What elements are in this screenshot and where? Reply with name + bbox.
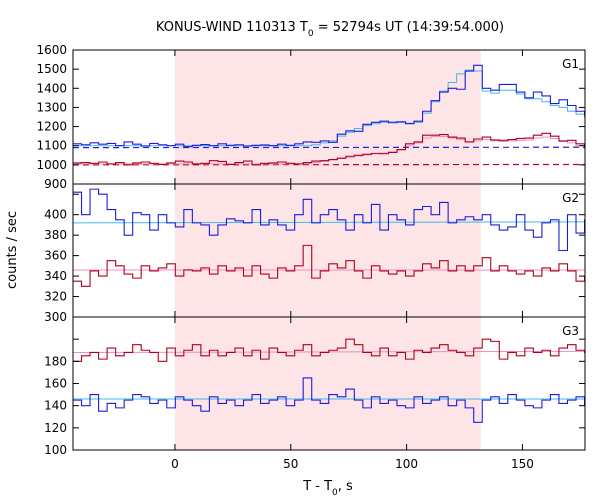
histogram-red bbox=[73, 338, 585, 362]
panel-data bbox=[73, 188, 585, 287]
histogram-blue bbox=[73, 377, 585, 423]
y-tick-label: 1000 bbox=[36, 158, 67, 172]
model-fit-fit_red bbox=[73, 136, 585, 165]
y-tick-label: 360 bbox=[44, 249, 67, 263]
y-tick-label: 140 bbox=[44, 399, 67, 413]
chart-title: KONUS-WIND 110313 T0 = 52794s UT (14:39:… bbox=[156, 20, 504, 39]
y-tick-label: 1500 bbox=[36, 62, 67, 76]
panel-label-g2: G2 bbox=[562, 191, 579, 205]
x-tick-label: 150 bbox=[511, 457, 534, 471]
panel-g1: 900 1000 1100 1200 1300 1400 1500 1600 G1 bbox=[36, 43, 586, 191]
panel-g3: 100 120 140 160 180 G3 bbox=[44, 316, 586, 457]
x-tick-label: 50 bbox=[283, 457, 298, 471]
panel-label-g1: G1 bbox=[562, 57, 579, 71]
y-tick-label: 900 bbox=[44, 177, 67, 191]
histogram-blue bbox=[73, 188, 585, 252]
burst-interval-shade bbox=[174, 184, 481, 317]
y-tick-label: 380 bbox=[44, 228, 67, 242]
panel-data bbox=[73, 64, 585, 166]
panel-data bbox=[73, 338, 585, 423]
y-tick-label: 340 bbox=[44, 269, 67, 283]
y-axis-label: counts / sec bbox=[5, 211, 20, 289]
histogram-red bbox=[73, 132, 585, 166]
y-tick-label: 120 bbox=[44, 421, 67, 435]
burst-interval-shade bbox=[174, 317, 481, 450]
y-tick-label: 100 bbox=[44, 443, 67, 457]
y-tick-label: 1300 bbox=[36, 100, 67, 114]
panel-g2: 300 320 340 360 380 400 G2 bbox=[44, 183, 586, 324]
y-tick-label: 180 bbox=[44, 354, 67, 368]
y-tick-label: 1100 bbox=[36, 139, 67, 153]
y-tick-label: 320 bbox=[44, 290, 67, 304]
y-tick-label: 400 bbox=[44, 208, 67, 222]
y-tick-label: 1600 bbox=[36, 43, 67, 57]
panel-label-g3: G3 bbox=[562, 324, 579, 338]
y-tick-label: 300 bbox=[44, 310, 67, 324]
y-tick-label: 1200 bbox=[36, 120, 67, 134]
panels-group: 9001000110012001300140015001600G13003203… bbox=[36, 43, 586, 471]
x-tick-label: 100 bbox=[395, 457, 418, 471]
x-axis-label: T - T0, s bbox=[302, 479, 353, 498]
x-tick-label: 0 bbox=[171, 457, 179, 471]
histogram-blue bbox=[73, 64, 585, 148]
y-tick-label: 160 bbox=[44, 377, 67, 391]
histogram-red bbox=[73, 244, 585, 287]
y-tick-label: 1400 bbox=[36, 81, 67, 95]
